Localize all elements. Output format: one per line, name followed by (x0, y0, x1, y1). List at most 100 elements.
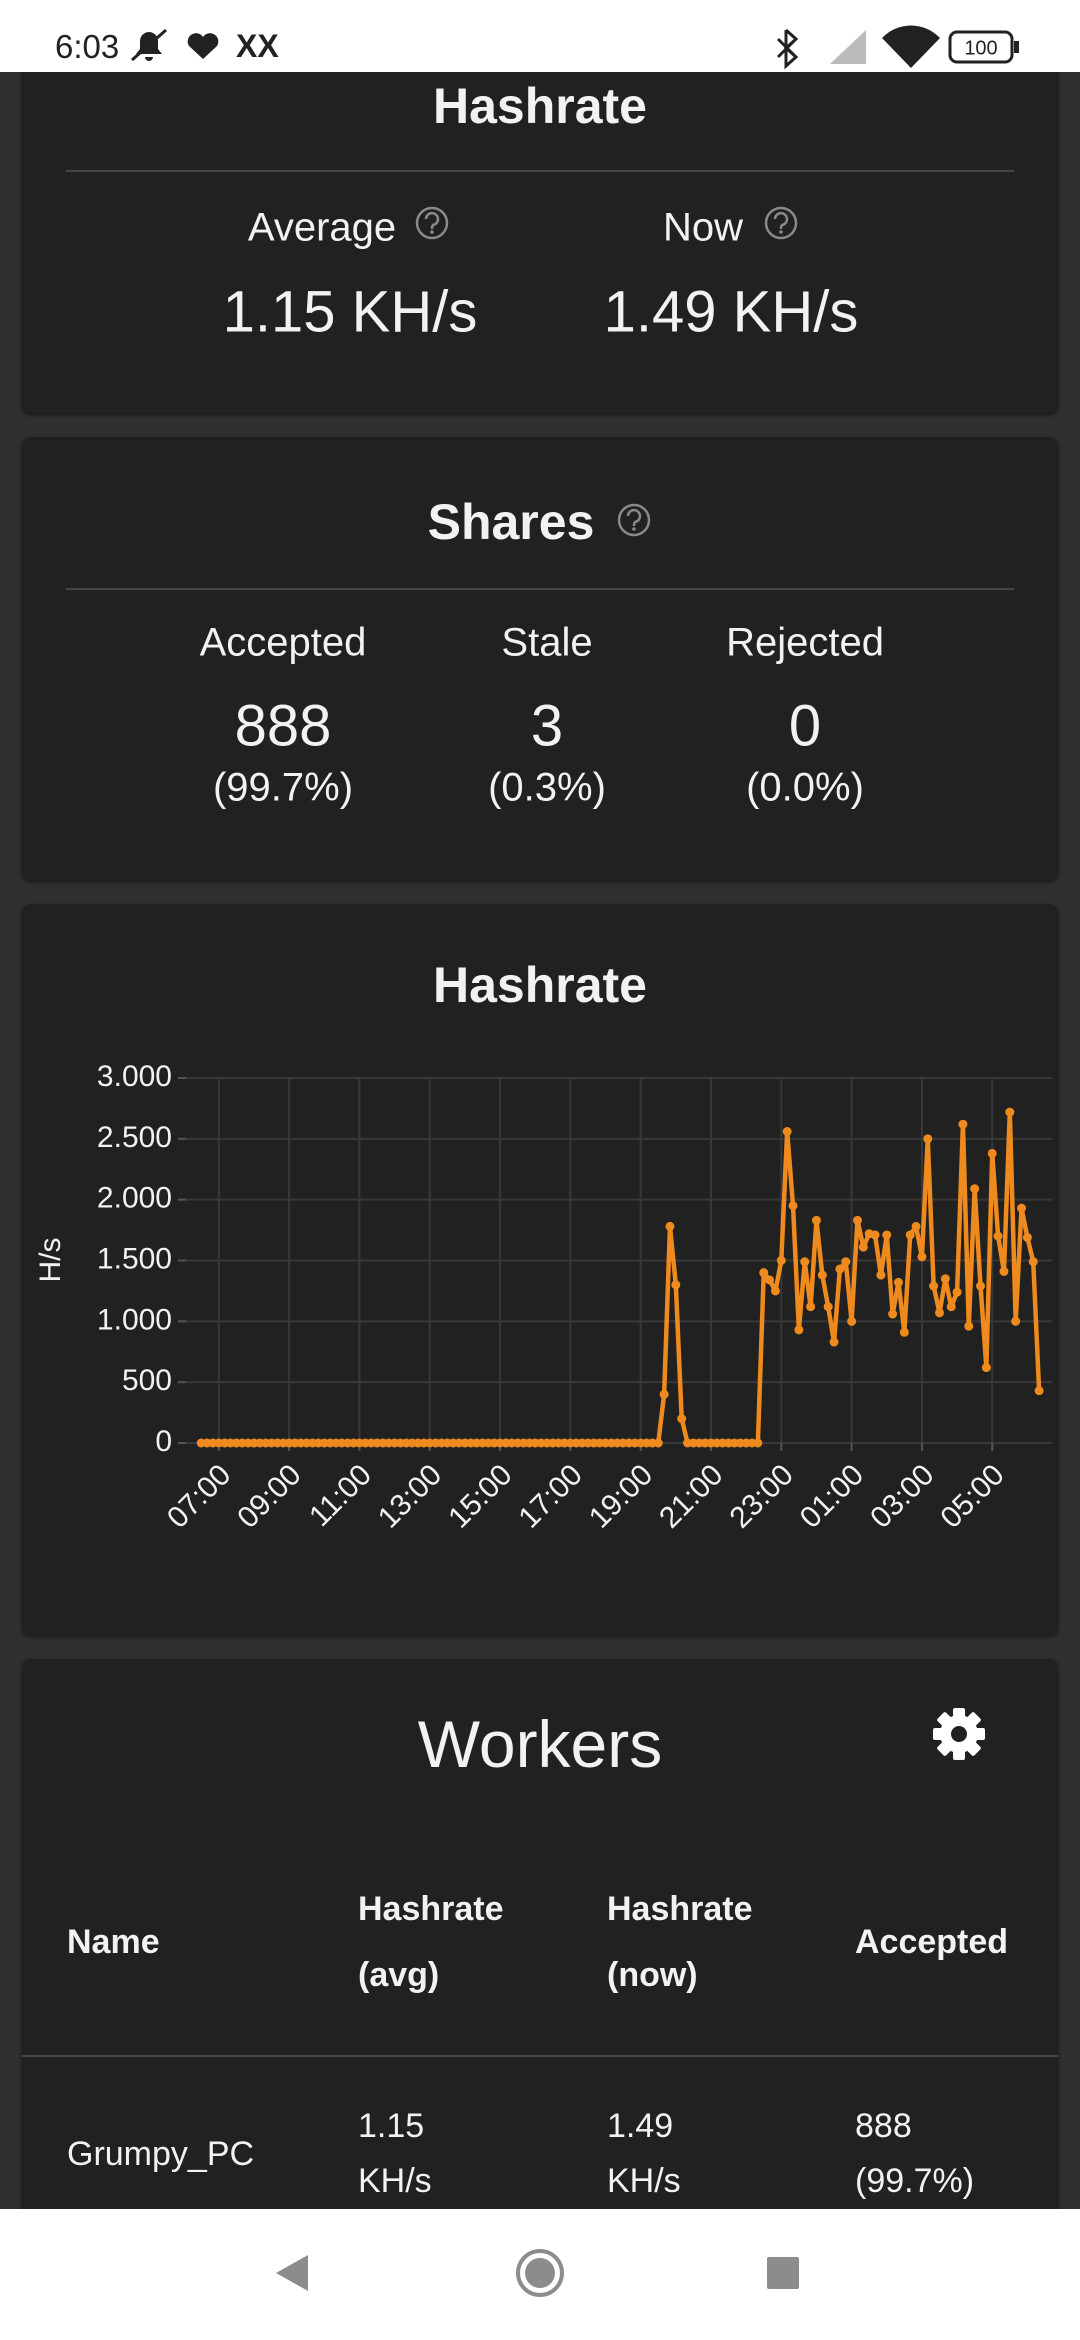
data-point (923, 1134, 933, 1144)
help-icon[interactable] (616, 502, 652, 538)
table-cell: 1.49 KH/s (607, 2107, 681, 2200)
x-tick-label: 01:00 (794, 1458, 870, 1534)
x-tick-label: 13:00 (372, 1458, 448, 1534)
x-tick-label: 23:00 (723, 1458, 799, 1534)
share-count: 3 (530, 693, 564, 759)
y-tick-label: 0 (155, 1425, 172, 1458)
data-point (940, 1274, 950, 1284)
data-point (847, 1316, 857, 1326)
row-divider (22, 2055, 1058, 2057)
card-title: Workers (417, 1707, 663, 1781)
status-time: 6:03 (55, 28, 120, 65)
workers-card: Workers Name Hashrate (avg) Hashrate (no… (22, 1659, 1058, 2259)
table-header: Accepted (855, 1923, 1009, 1961)
y-tick-label: 500 (122, 1364, 172, 1397)
data-point (800, 1257, 810, 1267)
data-point (882, 1230, 892, 1240)
data-point (1028, 1257, 1038, 1267)
data-point (753, 1438, 763, 1448)
status-bar: 6:03 XX 100 (0, 0, 1080, 72)
share-percent: (0.3%) (488, 765, 606, 810)
average-label: Average (247, 205, 397, 250)
divider (66, 588, 1014, 590)
data-point (976, 1281, 986, 1291)
data-point (987, 1148, 997, 1158)
help-icon[interactable] (763, 205, 799, 241)
chart: Hashrate H/s 0 500 1.000 1.500 2.000 2.500 3.0… (34, 957, 1052, 1535)
x-tick-label: 17:00 (512, 1458, 588, 1534)
share-label: Rejected (726, 620, 884, 665)
data-point (911, 1221, 921, 1231)
data-point (776, 1256, 786, 1265)
data-point (970, 1184, 980, 1194)
chart-title: Hashrate (433, 957, 647, 1013)
data-point (905, 1230, 915, 1240)
data-point (835, 1264, 845, 1274)
data-point (653, 1438, 663, 1448)
y-tick-label: 3.000 (97, 1060, 172, 1093)
status-carrier: XX (236, 28, 279, 64)
x-tick-label: 21:00 (653, 1458, 729, 1534)
now-label: Now (662, 205, 744, 250)
data-point (1017, 1203, 1027, 1213)
nav-back[interactable] (270, 2251, 314, 2295)
table-header: Hashrate (now) (607, 1890, 753, 1994)
data-point (671, 1280, 681, 1290)
data-point (659, 1389, 669, 1399)
status-icons (131, 28, 219, 62)
x-tick-label: 19:00 (583, 1458, 659, 1534)
share-percent: (99.7%) (212, 765, 354, 810)
data-point (759, 1268, 769, 1278)
data-point (665, 1221, 675, 1231)
data-point (852, 1215, 862, 1225)
data-point (888, 1309, 898, 1319)
settings-gear[interactable] (931, 1706, 987, 1762)
data-point (993, 1231, 1003, 1241)
data-point (765, 1275, 775, 1285)
help-icon[interactable] (414, 205, 450, 241)
x-tick-label: 11:00 (303, 1458, 378, 1533)
table-header: Name (67, 1923, 160, 1961)
data-point (870, 1230, 880, 1240)
data-point (1022, 1232, 1032, 1242)
data-point (858, 1242, 868, 1252)
series-line (201, 1109, 1042, 1446)
data-point (981, 1363, 991, 1373)
now-value: 1.49 KH/s (603, 279, 859, 345)
data-point (811, 1215, 821, 1225)
y-tick-label: 1.000 (97, 1303, 172, 1336)
data-point (952, 1287, 962, 1297)
nav-bar (0, 2209, 1080, 2340)
y-tick-label: 2.500 (97, 1121, 172, 1154)
battery-level: 100 (964, 37, 997, 59)
status-right-icons: 100 (776, 25, 1019, 70)
nav-recents[interactable] (765, 2255, 801, 2291)
data-point (841, 1257, 851, 1267)
data-point (999, 1266, 1009, 1276)
data-point (806, 1302, 816, 1312)
x-tick-label: 09:00 (231, 1458, 307, 1534)
data-point (964, 1321, 974, 1331)
share-count: 888 (234, 693, 332, 759)
chart-card: Hashrate H/s 0 500 1.000 1.500 2.000 2.500 3.0… (22, 904, 1058, 1635)
hashrate-card: Hashrate Average Now 1.15 KH/s 1.49 KH/s (22, 40, 1058, 413)
nav-home[interactable] (514, 2247, 566, 2299)
data-point (677, 1414, 687, 1424)
x-tick-label: 07:00 (161, 1458, 237, 1534)
share-percent: (0.0%) (746, 765, 864, 810)
table-cell: Grumpy_PC (67, 2135, 255, 2173)
card-title: Shares (427, 494, 595, 550)
data-point (770, 1286, 780, 1296)
y-axis-label: H/s (34, 1238, 67, 1283)
share-label: Accepted (199, 620, 367, 665)
data-point (935, 1308, 945, 1318)
average-value: 1.15 KH/s (222, 279, 478, 345)
data-point (817, 1270, 827, 1280)
divider (66, 170, 1014, 172)
y-tick-label: 1.500 (97, 1242, 172, 1275)
data-point (958, 1119, 968, 1129)
table-cell: 888 (99.7%) (855, 2107, 975, 2200)
x-tick-label: 03:00 (864, 1458, 940, 1534)
data-point (929, 1281, 939, 1291)
